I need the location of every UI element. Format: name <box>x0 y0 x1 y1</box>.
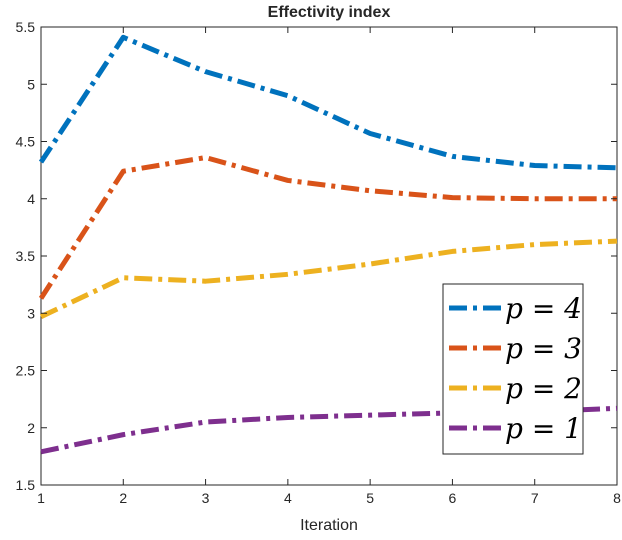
y-tick-label: 2.5 <box>16 363 36 379</box>
x-tick-label: 4 <box>284 490 292 506</box>
x-tick-label: 2 <box>119 490 127 506</box>
y-tick-label: 1.5 <box>16 477 36 493</box>
legend-entry: p = 3 <box>505 332 582 365</box>
x-tick-label: 5 <box>366 490 374 506</box>
chart-title: Effectivity index <box>268 4 391 21</box>
y-tick-label: 5.5 <box>16 19 36 35</box>
legend: p = 4 p = 3 p = 2 p = 1 <box>443 284 583 454</box>
y-tick-label: 4 <box>27 191 35 207</box>
x-axis-label: Iteration <box>300 517 358 534</box>
y-tick-label: 3 <box>27 305 35 321</box>
x-tick-label: 6 <box>449 490 457 506</box>
x-tick-label: 8 <box>613 490 621 506</box>
y-tick-label: 2 <box>27 420 35 436</box>
y-tick-label: 4.5 <box>16 134 36 150</box>
y-tick-label: 5 <box>27 76 35 92</box>
x-tick-label: 3 <box>202 490 210 506</box>
x-tick-label: 7 <box>531 490 539 506</box>
x-tick-label: 1 <box>37 490 45 506</box>
y-tick-label: 3.5 <box>16 248 36 264</box>
legend-entry: p = 4 <box>505 292 582 325</box>
legend-entry: p = 2 <box>505 372 582 405</box>
legend-entry: p = 1 <box>505 412 582 445</box>
